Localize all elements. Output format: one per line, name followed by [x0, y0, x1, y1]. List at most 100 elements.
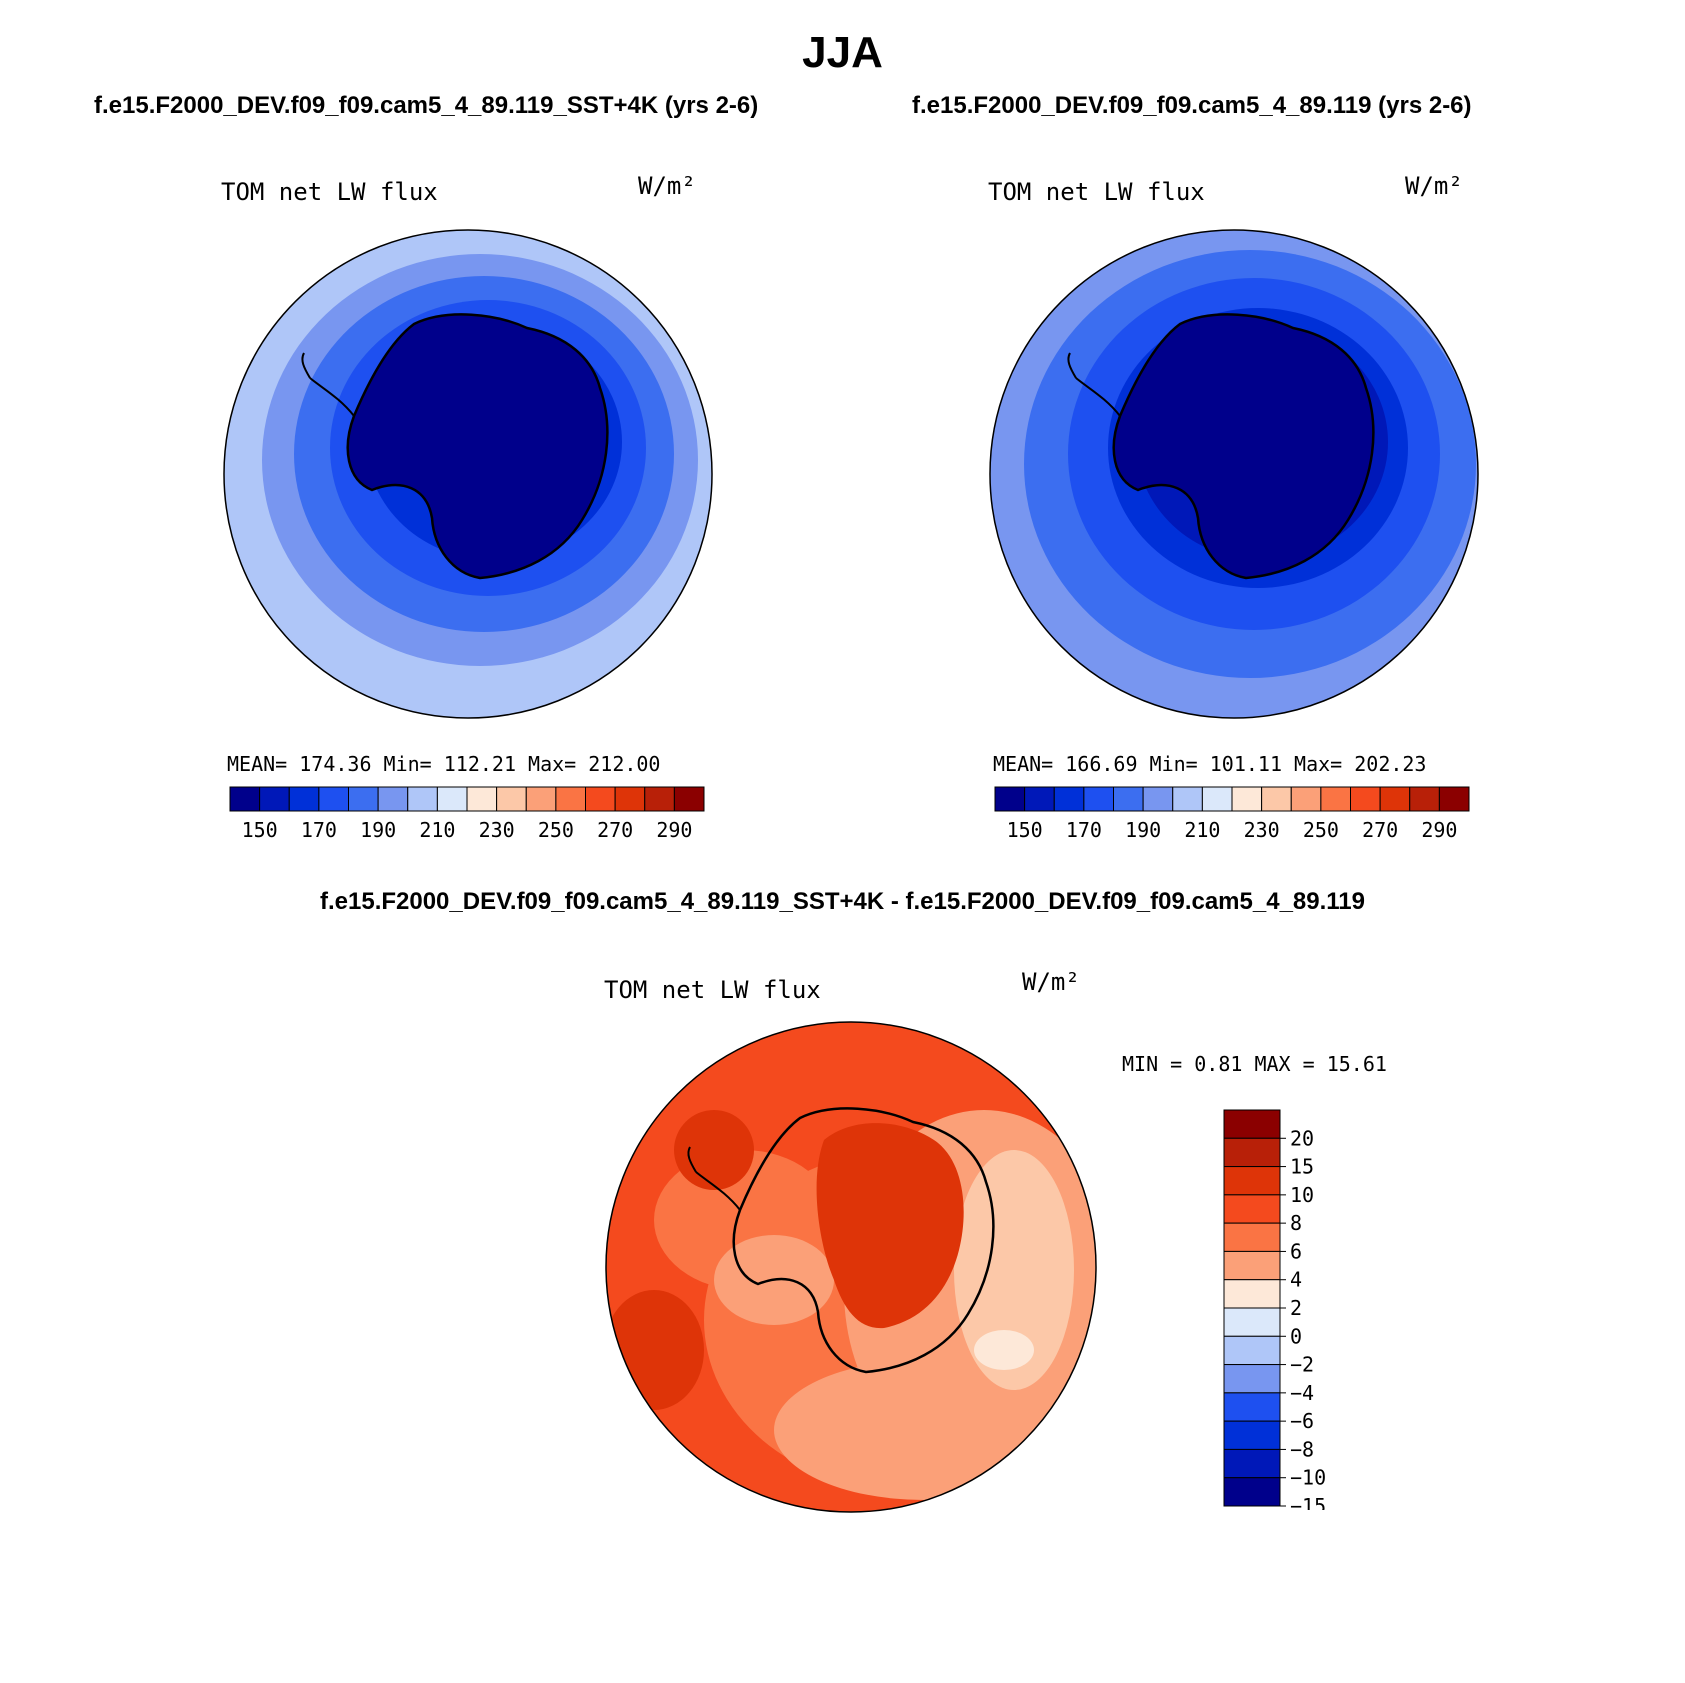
left-colorbar-bin-15 [673, 786, 705, 812]
right-units-label: W/m² [1405, 172, 1463, 200]
right-colorbar-bin-14 [1409, 786, 1440, 812]
left-colorbar-bin-5 [377, 786, 409, 812]
diff-colorbar-tick-10: −6 [1290, 1409, 1314, 1433]
diff-coastline [732, 1107, 995, 1374]
diff-map-patch-2 [974, 1330, 1034, 1370]
right-case-title: f.e15.F2000_DEV.f09_f09.cam5_4_89.119 (y… [912, 92, 1472, 119]
right-antarctica-interior [1113, 314, 1374, 578]
right-colorbar-bin-12 [1350, 786, 1381, 812]
diff-colorbar-bin-10 [1223, 1392, 1281, 1422]
left-colorbar-tick-0: 150 [242, 818, 278, 842]
left-units-label: W/m² [638, 172, 696, 200]
diff-colorbar-tick-7: 0 [1290, 1324, 1302, 1348]
diff-colorbar-bin-1 [1223, 1137, 1281, 1168]
right-colorbar-bin-0 [994, 786, 1026, 812]
right-coastline [1112, 313, 1375, 580]
right-map-border [989, 229, 1479, 719]
diff-colorbar-tick-5: 4 [1290, 1268, 1302, 1292]
left-variable-label: TOM net LW flux [221, 178, 438, 206]
diff-colorbar-bin-3 [1223, 1194, 1281, 1224]
diff-colorbar-tick-4: 6 [1290, 1239, 1302, 1263]
right-colorbar-bin-3 [1083, 786, 1114, 812]
left-colorbar-tick-6: 270 [597, 818, 633, 842]
right-colorbar-bin-6 [1172, 786, 1203, 812]
right-colorbar-tick-6: 270 [1362, 818, 1398, 842]
diff-colorbar-bin-12 [1223, 1448, 1281, 1479]
left-colorbar-bin-7 [436, 786, 468, 812]
right-colorbar-tick-2: 190 [1125, 818, 1161, 842]
left-coastline [346, 313, 609, 580]
right-colorbar-bin-10 [1290, 786, 1322, 812]
right-colorbar-tick-7: 290 [1421, 818, 1457, 842]
right-colorbar: 150 170 190 210 230 250 270 290 [994, 786, 1470, 842]
left-colorbar-bin-4 [348, 786, 379, 812]
right-colorbar-bin-15 [1438, 786, 1470, 812]
diff-peninsula-coast [687, 1146, 741, 1211]
diff-map-patch-12 [674, 1110, 754, 1190]
diff-colorbar-bin-7 [1223, 1307, 1281, 1337]
right-colorbar-bin-4 [1113, 786, 1144, 812]
diff-colorbar-bin-13 [1223, 1477, 1281, 1507]
right-colorbar-bin-1 [1024, 786, 1055, 812]
left-peninsula-coast [301, 352, 355, 417]
left-colorbar-bin-9 [496, 786, 527, 812]
diff-map-border [605, 1021, 1097, 1513]
diff-colorbar-tick-6: 2 [1290, 1296, 1302, 1320]
left-colorbar-tick-5: 250 [538, 818, 574, 842]
diff-colorbar-tick-12: −10 [1290, 1466, 1326, 1490]
diff-colorbar-bin-6 [1223, 1279, 1281, 1309]
diff-colorbar-tick-2: 10 [1290, 1183, 1314, 1207]
left-colorbar-bin-0 [229, 786, 261, 812]
left-colorbar-bin-11 [555, 786, 586, 812]
diff-colorbar-tick-1: 15 [1290, 1155, 1314, 1179]
left-antarctica-interior [347, 314, 608, 578]
left-map-border [223, 229, 713, 719]
left-colorbar-bin-8 [466, 786, 498, 812]
left-colorbar-bin-2 [288, 786, 320, 812]
diff-colorbar-tick-9: −4 [1290, 1381, 1314, 1405]
diff-colorbar-bin-9 [1223, 1364, 1281, 1394]
left-colorbar-bin-10 [525, 786, 557, 812]
left-colorbar-tick-7: 290 [656, 818, 692, 842]
right-colorbar-bin-11 [1320, 786, 1351, 812]
right-colorbar-tick-1: 170 [1066, 818, 1102, 842]
diff-colorbar-bin-11 [1223, 1420, 1281, 1450]
diff-colorbar-bin-8 [1223, 1335, 1281, 1366]
diff-colorbar-tick-13: −15 [1290, 1494, 1326, 1510]
left-case-title: f.e15.F2000_DEV.f09_f09.cam5_4_89.119_SS… [94, 92, 759, 119]
right-colorbar-bin-9 [1261, 786, 1292, 812]
diff-colorbar-bin-2 [1223, 1166, 1281, 1196]
right-colorbar-tick-4: 230 [1244, 818, 1280, 842]
left-colorbar-tick-3: 210 [419, 818, 455, 842]
right-colorbar-bin-2 [1053, 786, 1085, 812]
diff-variable-label: TOM net LW flux [604, 976, 821, 1004]
left-colorbar-tick-4: 230 [479, 818, 515, 842]
left-colorbar-bin-12 [585, 786, 616, 812]
diff-map-patch-12-northwest [606, 1290, 704, 1410]
diff-colorbar-tick-3: 8 [1290, 1211, 1302, 1235]
page-title: JJA [802, 28, 883, 77]
left-colorbar-tick-1: 170 [301, 818, 337, 842]
diff-colorbar-tick-8: −2 [1290, 1353, 1314, 1377]
right-colorbar-tick-3: 210 [1184, 818, 1220, 842]
diff-colorbar-bin-0 [1223, 1109, 1281, 1139]
right-colorbar-tick-0: 150 [1007, 818, 1043, 842]
diff-units-label: W/m² [1022, 968, 1080, 996]
right-colorbar-bin-13 [1379, 786, 1411, 812]
diff-polar-map [605, 1021, 1097, 1513]
diff-colorbar-tick-11: −8 [1290, 1437, 1314, 1461]
diff-minmax: MIN = 0.81 MAX = 15.61 [1122, 1052, 1387, 1076]
left-polar-map [223, 229, 713, 719]
left-colorbar-bin-6 [407, 786, 438, 812]
right-polar-map [989, 229, 1479, 719]
diff-colorbar-tick-0: 20 [1290, 1126, 1314, 1150]
right-variable-label: TOM net LW flux [988, 178, 1205, 206]
diff-colorbar-bin-4 [1223, 1222, 1281, 1252]
left-colorbar-bin-3 [318, 786, 349, 812]
left-colorbar-bin-14 [644, 786, 675, 812]
right-colorbar-tick-5: 250 [1303, 818, 1339, 842]
right-colorbar-bin-5 [1142, 786, 1174, 812]
right-colorbar-bin-8 [1231, 786, 1263, 812]
diff-colorbar-bin-5 [1223, 1250, 1281, 1281]
